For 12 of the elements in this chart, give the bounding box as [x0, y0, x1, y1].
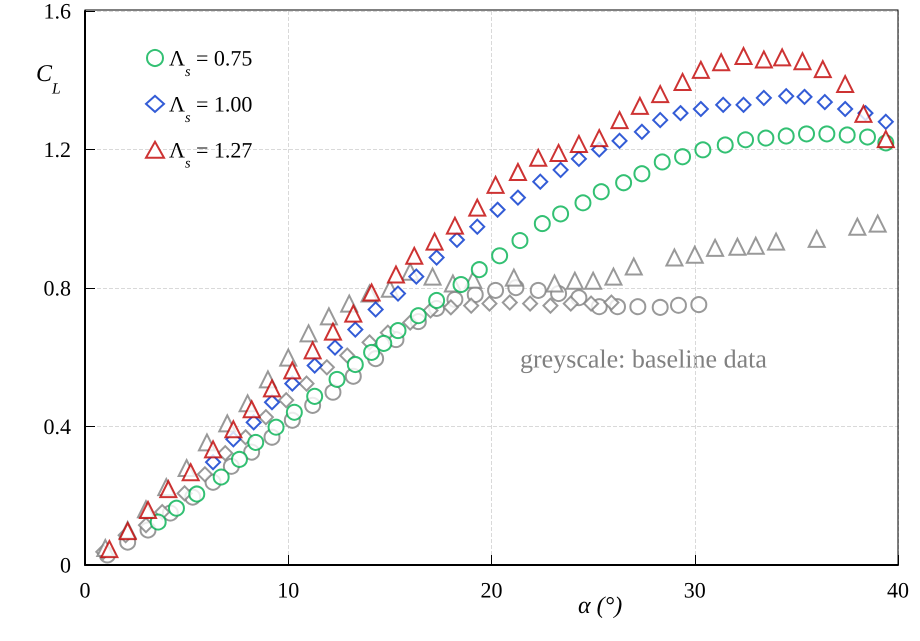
y-tick-label: 1.2 — [44, 137, 71, 162]
y-tick-label: 0 — [60, 552, 71, 578]
y-tick-label: 1.6 — [44, 0, 71, 24]
x-tick-label: 40 — [887, 578, 909, 602]
annotation: greyscale: baseline data — [520, 344, 768, 374]
x-tick-label: 0 — [80, 578, 90, 602]
x-axis-title: α (°) — [578, 593, 622, 619]
y-tick-label: 0.8 — [44, 276, 71, 300]
y-tick-label: 0.4 — [44, 414, 71, 439]
x-tick-label: 10 — [277, 578, 300, 602]
x-tick-label: 20 — [480, 578, 502, 602]
x-tick-label: 30 — [684, 578, 706, 602]
